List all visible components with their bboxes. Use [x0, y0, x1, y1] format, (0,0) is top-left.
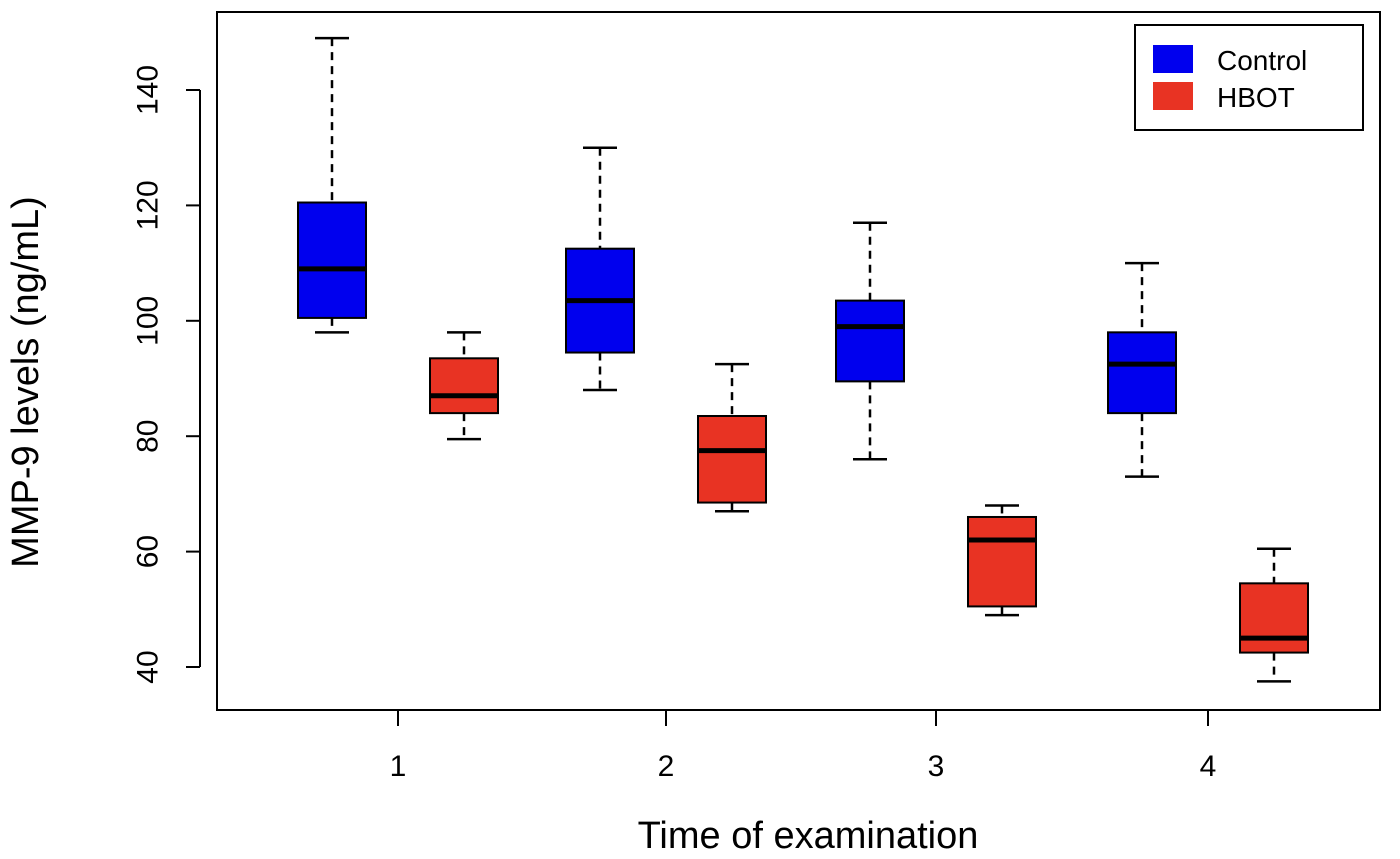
- x-tick-label: 3: [928, 750, 945, 783]
- iqr-box: [1107, 331, 1177, 415]
- legend: Control HBOT: [1134, 24, 1364, 131]
- legend-label-control: Control: [1217, 45, 1307, 76]
- y-axis-title: MMP-9 levels (ng/mL): [5, 196, 47, 568]
- box-hbot-2: [697, 362, 767, 513]
- y-tick-label: 60: [132, 535, 165, 568]
- box-hbot-4: [1239, 547, 1309, 683]
- iqr-box: [967, 515, 1037, 608]
- box-control-1: [297, 36, 367, 334]
- y-tick-label: 80: [132, 420, 165, 453]
- legend-swatch-hbot: [1153, 82, 1193, 110]
- boxes-layer: [297, 36, 1309, 683]
- legend-label-hbot: HBOT: [1217, 82, 1295, 113]
- y-tick-label: 140: [132, 65, 165, 115]
- box-control-2: [565, 146, 635, 392]
- x-axis-title: Time of examination: [638, 815, 979, 857]
- iqr-box: [1239, 582, 1309, 654]
- box-hbot-1: [429, 331, 499, 441]
- box-control-3: [835, 221, 905, 461]
- y-axis: 40 60 80 100 120 140: [132, 65, 201, 684]
- x-axis: 1 2 3 4: [390, 709, 1217, 783]
- iqr-box: [297, 201, 367, 319]
- x-tick-label: 2: [658, 750, 675, 783]
- y-tick-label: 100: [132, 296, 165, 346]
- box-hbot-3: [967, 504, 1037, 617]
- iqr-box: [697, 415, 767, 504]
- iqr-box: [835, 299, 905, 383]
- y-tick-label: 40: [132, 650, 165, 683]
- legend-swatch-control: [1153, 45, 1193, 73]
- iqr-box: [429, 357, 499, 415]
- x-tick-label: 4: [1200, 750, 1217, 783]
- y-tick-label: 120: [132, 180, 165, 230]
- x-tick-label: 1: [390, 750, 407, 783]
- legend-box: [1134, 24, 1364, 131]
- box-control-4: [1107, 261, 1177, 478]
